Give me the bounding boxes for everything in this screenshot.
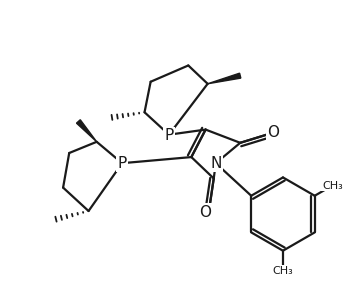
Text: CH₃: CH₃ [272, 266, 293, 276]
Text: CH₃: CH₃ [322, 181, 343, 191]
Polygon shape [208, 73, 241, 84]
Text: P: P [118, 156, 127, 171]
Text: N: N [210, 156, 222, 171]
Text: O: O [200, 204, 212, 219]
Text: O: O [267, 125, 279, 140]
Polygon shape [76, 120, 97, 142]
Text: P: P [164, 128, 174, 143]
